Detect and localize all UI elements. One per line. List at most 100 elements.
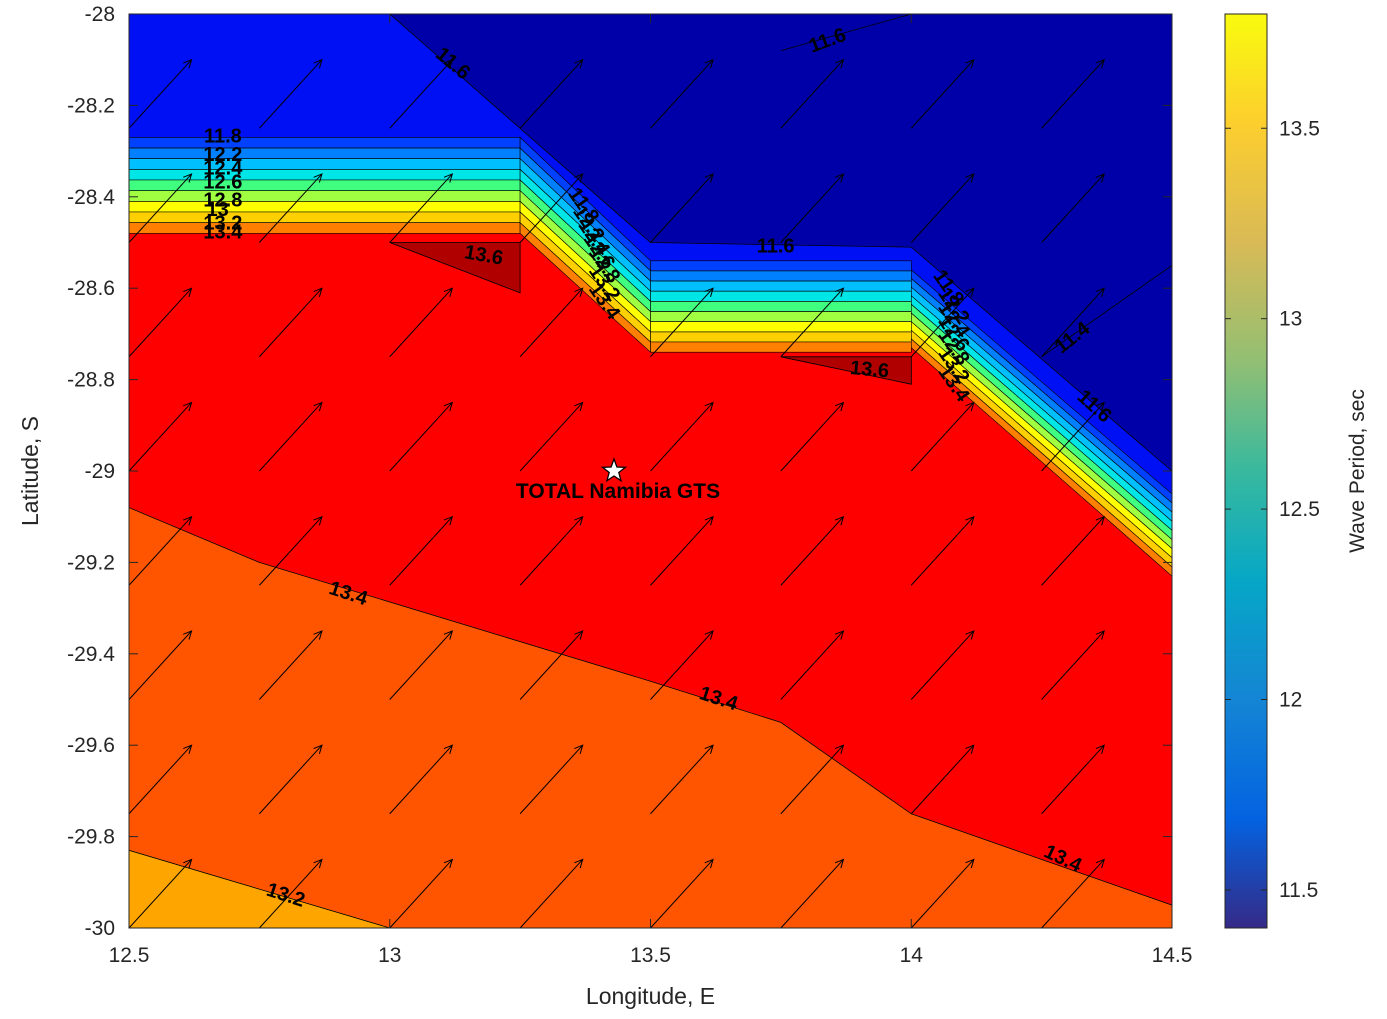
y-axis-label: Latitude, S [17, 416, 43, 526]
site-star-icon [600, 457, 628, 483]
quiver-arrow [780, 58, 845, 129]
quiver-arrow [910, 744, 975, 815]
contour-band-link-b-8 [910, 338, 1172, 577]
contour-band-middle-2 [650, 280, 912, 292]
contour-label: 11.8 [204, 126, 242, 148]
colorbar-gradient [1224, 13, 1268, 929]
colorbar-tick-label: 12.5 [1279, 498, 1320, 521]
contour-band-link-a-8 [519, 222, 651, 353]
contour-band-middle-6 [650, 321, 912, 333]
contour-label: 12.4 [203, 158, 243, 180]
contour-band-link-b-3 [910, 295, 1172, 531]
x-tick-label: 13.5 [630, 944, 671, 967]
quiver-arrow [389, 287, 454, 358]
contour-band-middle-3 [650, 290, 912, 302]
quiver-arrow [780, 858, 845, 928]
y-tick-label: -28.6 [67, 277, 115, 300]
contour-band-west-7 [129, 211, 521, 223]
quiver-arrow [259, 630, 323, 700]
quiver-arrow [910, 515, 975, 586]
contour-label: 13.2 [203, 213, 242, 235]
quiver-arrow [650, 630, 714, 700]
quiver-arrow [129, 58, 193, 129]
quiver-arrow [910, 630, 975, 700]
quiver-arrow [1041, 515, 1105, 586]
y-tick-label: -28.8 [67, 369, 115, 392]
quiver-arrow [650, 173, 714, 243]
contour-band-link-b-4 [910, 303, 1172, 540]
contour-band-link-b-5 [910, 312, 1172, 550]
quiver-arrow [910, 858, 975, 928]
quiver-arrow [389, 173, 454, 243]
quiver-arrow [519, 744, 584, 815]
quiver-arrow [1041, 287, 1105, 358]
contour-band-middle-4 [650, 301, 912, 312]
y-tick-label: -29.6 [67, 734, 115, 757]
site-label: TOTAL Namibia GTS [516, 480, 720, 503]
quiver-arrow [129, 287, 193, 358]
quiver-arrow [910, 58, 975, 129]
quiver-arrow [519, 173, 584, 243]
quiver-arrow [129, 858, 193, 928]
quiver-arrow [650, 858, 714, 928]
y-tick-label: -30 [85, 917, 115, 940]
y-tick-label: -28.2 [67, 94, 115, 117]
quiver-arrow [519, 630, 584, 700]
quiver-arrow [389, 630, 454, 700]
quiver-arrow [650, 287, 714, 358]
x-tick-label: 13 [378, 944, 401, 967]
x-tick-label: 14.5 [1152, 944, 1193, 967]
contour-label: 12.2 [203, 144, 242, 166]
contour-label: 13 [207, 199, 229, 221]
contour-band-middle-1 [650, 270, 912, 282]
y-tick-label: -29.4 [67, 643, 115, 666]
contour-band-west-4 [129, 179, 521, 191]
y-tick-label: -28.4 [67, 186, 115, 209]
quiver-arrow [519, 401, 584, 472]
colorbar-tick-label: 13 [1279, 308, 1302, 331]
quiver-arrow [519, 287, 584, 358]
y-tick-label: -29.8 [67, 826, 115, 849]
contour-line-3 [129, 507, 1172, 906]
axes: 12.5 13 13.5 14 14.5 -28 -28.2 -28.4 -28.6 -28.8 -… [17, 3, 1192, 1009]
quiver-arrow [650, 58, 714, 129]
quiver-arrow [389, 858, 454, 928]
quiver-arrow [389, 401, 454, 472]
quiver-arrow [129, 401, 193, 472]
y-tick-label: -28 [85, 3, 115, 26]
quiver-arrow [259, 515, 323, 586]
quiver-arrow [129, 744, 193, 815]
quiver-arrow [1041, 858, 1105, 928]
quiver-arrow [389, 58, 454, 129]
quiver-arrow [650, 515, 714, 586]
quiver-arrow [519, 858, 584, 928]
quiver-arrow [259, 287, 323, 358]
contour-band-middle-8 [650, 341, 912, 353]
contour-transition-bands [129, 136, 1172, 577]
quiver-arrow [650, 401, 714, 472]
x-tick-label: 14 [900, 944, 924, 967]
contour-band-middle-7 [650, 331, 912, 343]
y-tick-label: -29 [85, 460, 115, 483]
colorbar-tick-label: 11.5 [1279, 879, 1318, 902]
contour-band-middle-5 [650, 311, 912, 323]
contour-band-link-b-0 [910, 269, 1172, 504]
quiver-arrow [650, 744, 714, 815]
contour-line-2 [1041, 265, 1172, 358]
quiver-arrow [780, 173, 845, 243]
quiver-arrow [259, 173, 323, 243]
quiver-arrow [259, 58, 323, 129]
x-axis-label: Longitude, E [586, 983, 715, 1009]
quiver-arrow [780, 744, 845, 815]
contour-line-4 [129, 849, 390, 928]
contour-line-6 [780, 356, 912, 385]
contour-band-link-b-6 [910, 321, 1172, 559]
quiver-arrow [780, 630, 845, 700]
wave-direction-arrows [129, 58, 1172, 928]
quiver-arrow [780, 401, 845, 472]
quiver-arrow [780, 515, 845, 586]
quiver-arrow [1041, 173, 1105, 243]
y-tick-label: -29.2 [67, 551, 115, 574]
colorbar-tick-label: 13.5 [1279, 117, 1320, 140]
